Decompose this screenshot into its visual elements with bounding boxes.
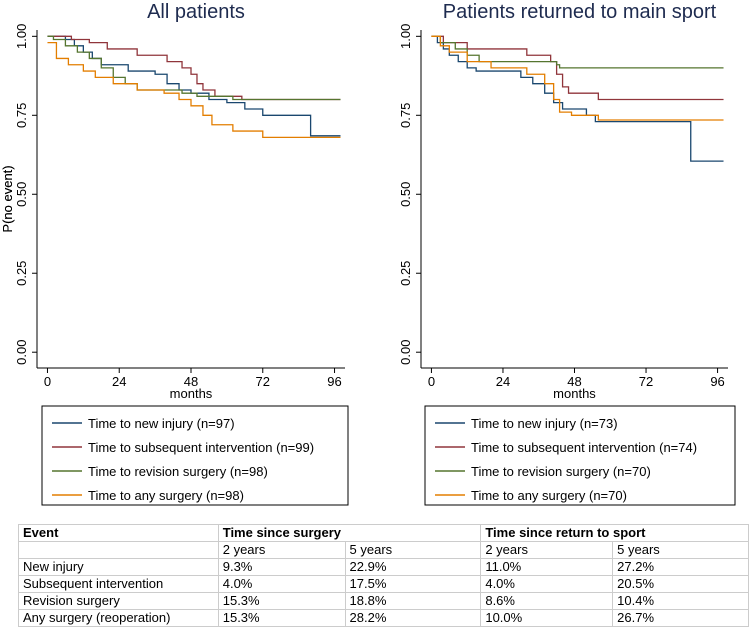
y-tick-label: 0.25 [14, 261, 29, 286]
table-cell: 20.5% [612, 575, 749, 593]
table-cell: 10.4% [612, 592, 749, 610]
table-cell: 28.2% [344, 609, 482, 627]
table-cell: Any surgery (reoperation) [18, 609, 219, 627]
summary-table: Event Time since surgery Time since return… [18, 524, 749, 627]
survival-curve [47, 35, 341, 101]
charts: All patients 0.00 0.25 0.50 0.75 1.00 0 24 48 72 9… [0, 1, 736, 506]
y-tick-label: 1.00 [398, 24, 413, 49]
x-axis-label: months [170, 386, 213, 401]
y-tick-label: 0.75 [14, 103, 29, 128]
table-cell: Revision surgery [18, 592, 219, 610]
table-cell: 4.0% [480, 575, 614, 593]
x-tick-label: 0 [428, 374, 435, 389]
table-row: Any surgery (reoperation) 15.3% 28.2% 10.0%… [18, 609, 749, 627]
x-tick-label: 48 [184, 374, 198, 389]
table-cell: 4.0% [217, 575, 346, 593]
table-cell: 2 years [217, 541, 346, 559]
table-cell: 11.0% [480, 558, 614, 576]
table-cell: 5 years [344, 541, 482, 559]
table-cell: Subsequent intervention [18, 575, 219, 593]
legend-label: Time to any surgery (n=98) [88, 488, 244, 503]
y-axis-label: P(no event) [0, 165, 15, 232]
table-cell: 22.9% [344, 558, 482, 576]
table-cell: New injury [18, 558, 219, 576]
y-tick-label: 0.50 [398, 182, 413, 207]
legend-label: Time to new injury (n=97) [88, 416, 235, 431]
y-tick-label: 0.25 [398, 261, 413, 286]
y-tick-label: 1.00 [14, 24, 29, 49]
table-cell: 15.3% [217, 609, 346, 627]
table-cell: 27.2% [612, 558, 749, 576]
legend-label: Time to subsequent intervention (n=99) [88, 440, 314, 455]
legend-label: Time to new injury (n=73) [471, 416, 618, 431]
y-tick-label: 0.50 [14, 182, 29, 207]
x-tick-label: 24 [112, 374, 126, 389]
y-axis-label: P(no event) [0, 165, 15, 232]
legend-label: Time to revision surgery (n=70) [471, 464, 651, 479]
x-tick-label: 0 [44, 374, 51, 389]
table-cell: 26.7% [612, 609, 749, 627]
survival-curve [47, 35, 341, 101]
table-cell: 5 years [612, 541, 749, 559]
x-tick-label: 96 [710, 374, 724, 389]
table-row: Subsequent intervention 4.0% 17.5% 4.0% 20.5… [18, 575, 749, 593]
y-tick-label: 0.00 [398, 340, 413, 365]
table-row: Revision surgery 15.3% 18.8% 8.6% 10.4% [18, 592, 749, 610]
table-row: 2 years 5 years 2 years 5 years [18, 541, 749, 559]
x-tick-label: 72 [639, 374, 653, 389]
y-tick-label: 0.00 [14, 340, 29, 365]
legend-label: Time to revision surgery (n=98) [88, 464, 268, 479]
legend-box [41, 405, 349, 506]
survival-curve [47, 41, 341, 139]
x-tick-label: 48 [567, 374, 581, 389]
table-cell: 9.3% [217, 558, 346, 576]
table-cell: 17.5% [344, 575, 482, 593]
table-cell: Time since surgery [217, 524, 482, 542]
x-tick-label: 24 [496, 374, 510, 389]
table-cell: Event [18, 524, 219, 542]
chart-title: Patients returned to main sport [443, 1, 717, 23]
x-axis-label: months [553, 386, 596, 401]
table-cell: 18.8% [344, 592, 482, 610]
legend-box [424, 405, 736, 506]
x-tick-label: 96 [327, 374, 341, 389]
table-cell: 8.6% [480, 592, 614, 610]
table-row: New injury 9.3% 22.9% 11.0% 27.2% [18, 558, 749, 576]
table-cell: 15.3% [217, 592, 346, 610]
survival-curve [431, 35, 724, 121]
survival-curve [431, 35, 724, 69]
table-cell [18, 541, 219, 559]
legend-label: Time to subsequent intervention (n=74) [471, 440, 697, 455]
table-cell: Time since return to sport [480, 524, 749, 542]
x-tick-label: 72 [256, 374, 270, 389]
survival-curve [47, 35, 341, 137]
table-cell: 10.0% [480, 609, 614, 627]
legend-label: Time to any surgery (n=70) [471, 488, 627, 503]
y-tick-label: 0.75 [398, 103, 413, 128]
chart-title: All patients [147, 1, 245, 23]
table-row: Event Time since surgery Time since return… [18, 524, 749, 542]
table-cell: 2 years [480, 541, 614, 559]
